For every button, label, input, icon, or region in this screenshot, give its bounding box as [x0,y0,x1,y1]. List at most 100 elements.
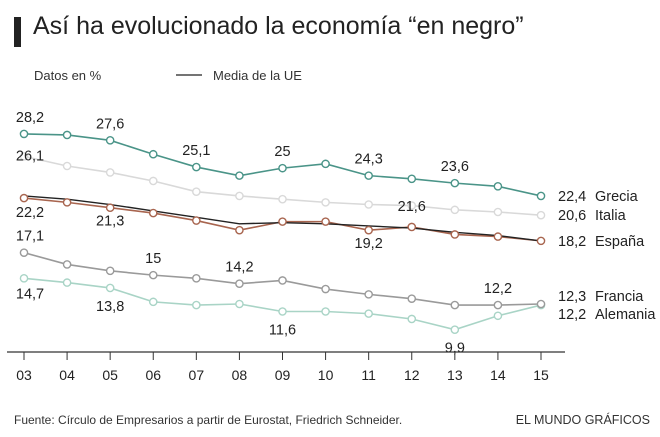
point-italia-11 [364,200,373,209]
point-grecia-14 [493,182,503,191]
x-tick-label-07: 07 [189,367,205,383]
point-alemania-11 [364,309,373,318]
point-francia-07 [192,274,201,283]
point-espana-15 [536,236,546,246]
x-tick-label-06: 06 [145,367,161,383]
point-espana-07 [192,216,201,225]
data-label-grecia-07: 25,1 [182,143,210,159]
data-label-francia-14: 12,2 [484,281,512,297]
series-name-alemania: Alemania [595,307,656,323]
point-italia-05 [105,168,115,177]
data-label-alemania-09: 11,6 [269,322,296,338]
end-value-italia: 20,6 [558,208,586,224]
point-italia-10 [321,198,330,207]
series-name-grecia: Grecia [595,189,639,205]
x-tick-label-05: 05 [102,367,118,383]
data-label-grecia-09: 25 [274,144,290,160]
point-alemania-04 [62,278,72,287]
data-label-grecia-05: 27,6 [96,116,124,132]
end-value-alemania: 12,2 [558,307,586,323]
point-francia-14 [493,300,503,310]
series-name-italia: Italia [595,208,627,224]
point-grecia-09 [278,163,287,173]
data-label-francia-08: 14,2 [225,260,253,276]
point-francia-04 [62,260,72,269]
point-francia-13 [450,300,460,310]
title-accent-bar [14,17,21,47]
point-espana-05 [105,203,115,213]
x-tick-label-09: 09 [275,367,291,383]
point-italia-13 [450,205,460,215]
point-alemania-08 [235,299,244,309]
legend-eu-label: Media de la UE [213,68,302,83]
unit-label: Datos en % [34,68,102,83]
point-italia-06 [148,176,158,186]
point-alemania-07 [192,300,201,310]
data-label-espana-03: 22,2 [16,205,44,221]
point-alemania-14 [493,311,503,321]
point-espana-11 [364,225,373,235]
data-label-espana-12: 21,6 [398,199,426,215]
point-grecia-05 [105,136,115,145]
point-francia-15 [536,299,546,309]
point-francia-08 [235,279,244,288]
data-label-alemania-13: 9,9 [445,341,465,357]
brand-credit: EL MUNDO GRÁFICOS [515,413,650,427]
source-note: Fuente: Círculo de Empresarios a partir … [14,413,403,427]
point-grecia-03 [19,129,29,139]
point-alemania-09 [278,307,287,316]
point-espana-09 [278,217,287,226]
x-tick-label-15: 15 [533,367,549,383]
point-espana-10 [321,217,330,226]
x-tick-label-03: 03 [16,367,32,383]
x-tick-label-14: 14 [490,367,506,383]
data-label-alemania-05: 13,8 [96,299,124,315]
point-grecia-15 [536,191,546,201]
point-alemania-12 [407,314,417,324]
point-grecia-13 [450,178,460,188]
x-tick-label-11: 11 [361,367,376,383]
point-alemania-05 [105,283,115,293]
point-alemania-10 [321,307,330,316]
point-italia-12 [407,201,417,210]
data-label-italia-03: 26,1 [16,148,44,164]
data-label-alemania-03: 14,7 [16,286,44,302]
chart-title: Así ha evolucionado la economía “en negr… [33,12,524,40]
plot-area: 26,1 20,6 Italia 14,7 13,8 11,6 9,9 12,2 Alemani… [16,110,657,357]
end-value-espana: 18,2 [558,234,586,250]
point-francia-03 [19,248,29,257]
series-name-espana: España [595,234,645,250]
series-name-francia: Francia [595,289,644,305]
data-label-francia-06: 15 [145,251,161,267]
point-espana-14 [493,232,503,241]
point-grecia-10 [321,159,330,169]
point-italia-15 [536,210,546,220]
point-italia-04 [62,161,72,171]
legend: Datos en % Media de la UE [34,68,302,83]
point-espana-04 [62,198,72,207]
point-francia-12 [407,294,417,303]
end-value-francia: 12,3 [558,289,586,305]
x-tick-label-10: 10 [318,367,334,383]
point-grecia-08 [235,171,244,180]
point-grecia-11 [364,171,373,180]
x-axis: 03 04 05 06 07 08 09 10 11 12 13 14 15 [7,351,565,383]
x-tick-label-13: 13 [447,367,463,383]
point-espana-06 [148,208,158,218]
data-label-grecia-11: 24,3 [355,152,383,168]
point-francia-11 [364,290,373,299]
point-grecia-12 [407,174,417,184]
point-espana-03 [19,193,29,203]
point-grecia-07 [192,162,201,172]
point-italia-03 [19,152,29,161]
point-grecia-04 [62,130,72,140]
data-label-espana-05: 21,3 [96,214,124,230]
x-tick-label-04: 04 [59,367,75,383]
point-italia-07 [192,187,201,196]
data-label-grecia-13: 23,6 [441,159,469,175]
point-francia-09 [278,276,287,285]
point-grecia-06 [148,149,158,159]
point-alemania-03 [19,274,29,283]
point-italia-08 [235,191,244,201]
